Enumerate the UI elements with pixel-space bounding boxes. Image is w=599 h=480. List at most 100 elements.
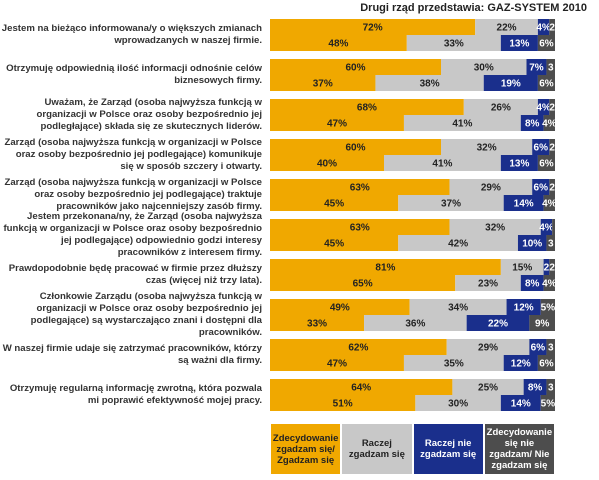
value-label: 23% bbox=[478, 279, 498, 290]
value-label: 12% bbox=[514, 303, 534, 314]
value-label: 13% bbox=[509, 39, 529, 50]
category-label: Prawdopodobnie będę pracować w firmie pr… bbox=[8, 263, 262, 286]
value-label: 19% bbox=[501, 79, 521, 90]
value-label: 2 bbox=[549, 23, 555, 34]
value-label: 7% bbox=[529, 63, 544, 74]
bar-segment bbox=[398, 195, 504, 211]
value-label: 62% bbox=[348, 343, 368, 354]
bar-segment bbox=[270, 115, 404, 131]
legend-entry: Raczej zgadzam się bbox=[342, 424, 412, 474]
bar-segment bbox=[455, 275, 521, 291]
bar-segment bbox=[475, 19, 538, 35]
value-label: 40% bbox=[317, 159, 337, 170]
bar-segment bbox=[446, 339, 530, 355]
bar-segment bbox=[532, 139, 550, 155]
bar-segment bbox=[546, 379, 555, 395]
category-label: Otrzymuję odpowiednią ilość informacji o… bbox=[6, 63, 262, 86]
bar-segment bbox=[537, 155, 555, 171]
value-label: 4% bbox=[542, 119, 557, 130]
bar-segment bbox=[537, 35, 555, 51]
value-label: 32% bbox=[485, 223, 505, 234]
value-label: 60% bbox=[345, 143, 365, 154]
bar-segment bbox=[540, 395, 555, 411]
value-label: 3 bbox=[548, 239, 554, 250]
value-label: 8% bbox=[525, 279, 540, 290]
category-label: Zarząd (osoba najwyższa funkcją w organi… bbox=[4, 137, 262, 172]
value-label: 63% bbox=[350, 223, 370, 234]
bar-segment bbox=[546, 59, 555, 75]
bar-segment bbox=[398, 235, 518, 251]
value-label: 48% bbox=[328, 39, 348, 50]
bar-segment bbox=[543, 115, 555, 131]
value-label: 47% bbox=[327, 119, 347, 130]
value-label: 8% bbox=[528, 383, 543, 394]
bar-segment bbox=[503, 195, 544, 211]
category-label: W naszej firmie udaje się zatrzymać prac… bbox=[2, 343, 262, 366]
bar-segment bbox=[375, 75, 484, 91]
bar-segment bbox=[532, 179, 550, 195]
bar-segment bbox=[500, 259, 544, 275]
value-label: 6% bbox=[539, 39, 554, 50]
bar-segment bbox=[543, 275, 555, 291]
bar-segment bbox=[270, 219, 450, 235]
value-label: 3 bbox=[548, 383, 554, 394]
bar-segment bbox=[270, 355, 404, 371]
bar-segment bbox=[506, 299, 541, 315]
value-label: 49% bbox=[330, 303, 350, 314]
value-label: 81% bbox=[375, 263, 395, 274]
bar-segment bbox=[537, 75, 555, 91]
value-label: 4% bbox=[539, 223, 554, 234]
value-label: 37% bbox=[441, 199, 461, 210]
bar-segment bbox=[466, 315, 530, 331]
value-label: 2 bbox=[549, 183, 555, 194]
value-label: 6% bbox=[539, 359, 554, 370]
bar-segment bbox=[517, 235, 547, 251]
bar-segment bbox=[270, 75, 376, 91]
value-label: 65% bbox=[353, 279, 373, 290]
bar-segment bbox=[270, 99, 464, 115]
bar-segment bbox=[441, 59, 527, 75]
value-label: 6% bbox=[531, 343, 546, 354]
legend-entry: Zdecydowanie zgadzam się/ Zgadzam się bbox=[271, 424, 341, 474]
bar-segment bbox=[364, 315, 467, 331]
value-label: 6% bbox=[539, 79, 554, 90]
bar-segment bbox=[549, 99, 555, 115]
bar-segment bbox=[546, 339, 555, 355]
value-label: 25% bbox=[478, 383, 498, 394]
value-label: 29% bbox=[481, 183, 501, 194]
value-label: 33% bbox=[307, 319, 327, 330]
bar-segment bbox=[549, 19, 555, 35]
value-label: 64% bbox=[351, 383, 371, 394]
value-label: 35% bbox=[444, 359, 464, 370]
value-label: 32% bbox=[477, 143, 497, 154]
bar-segment bbox=[500, 35, 538, 51]
legend-entry: Zdecydowanie się nie zgadzam/ Nie zgadza… bbox=[484, 424, 554, 474]
bar-segment bbox=[270, 195, 399, 211]
value-label: 41% bbox=[452, 119, 472, 130]
value-label: 26% bbox=[491, 103, 511, 114]
value-label: 37% bbox=[313, 79, 333, 90]
value-label: 68% bbox=[357, 103, 377, 114]
value-label: 2 bbox=[549, 143, 555, 154]
bar-segment bbox=[540, 219, 553, 235]
bar-segment bbox=[543, 259, 550, 275]
bar-segment bbox=[270, 275, 456, 291]
bar-segment bbox=[441, 139, 533, 155]
bar-segment bbox=[270, 315, 365, 331]
value-label: 38% bbox=[420, 79, 440, 90]
value-label: 30% bbox=[448, 399, 468, 410]
value-label: 36% bbox=[405, 319, 425, 330]
value-label: 2 bbox=[549, 263, 555, 274]
bar-segment bbox=[523, 379, 547, 395]
bar-segment bbox=[540, 299, 555, 315]
bar-segment bbox=[449, 179, 533, 195]
bar-segment bbox=[415, 395, 501, 411]
bar-segment bbox=[270, 155, 384, 171]
bar-segment bbox=[403, 355, 504, 371]
value-label: 4% bbox=[536, 23, 551, 34]
bar-segment bbox=[500, 155, 538, 171]
bar-segment bbox=[384, 155, 501, 171]
bar-segment bbox=[526, 59, 547, 75]
bar-segment bbox=[270, 19, 476, 35]
chart: 72% 22% 4%248% 33% 13% 6%60% 30% 7% 337% 38% 19% 6%… bbox=[270, 19, 557, 411]
